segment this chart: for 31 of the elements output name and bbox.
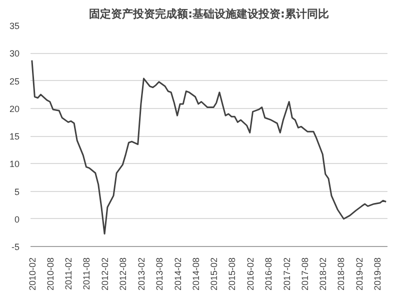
y-tick-label: 25 bbox=[9, 76, 20, 86]
x-tick-label: 2019-08 bbox=[372, 258, 382, 291]
x-tick-label: 2019-02 bbox=[354, 258, 364, 291]
x-tick-label: 2018-08 bbox=[336, 258, 346, 291]
x-tick-label: 2014-08 bbox=[190, 258, 201, 291]
x-tick-label: 2013-02 bbox=[136, 258, 146, 291]
x-tick-label: 2011-02 bbox=[64, 257, 74, 290]
y-tick-label: 15 bbox=[9, 132, 20, 142]
y-tick-label: 5 bbox=[14, 186, 20, 197]
x-tick-label: 2012-02 bbox=[100, 258, 110, 291]
y-tick-label: 20 bbox=[9, 104, 20, 114]
x-tick-label: 2017-02 bbox=[282, 258, 292, 291]
x-tick-label: 2015-08 bbox=[227, 258, 238, 291]
x-tick-label: 2012-08 bbox=[118, 258, 128, 291]
x-tick-label: 2011-08 bbox=[82, 257, 92, 290]
line-series bbox=[31, 60, 387, 235]
x-tick-label: 2016-02 bbox=[245, 258, 256, 291]
x-tick-label: 2016-08 bbox=[263, 258, 274, 291]
y-tick-label: -5 bbox=[12, 242, 20, 252]
x-tick-label: 2014-02 bbox=[172, 258, 183, 291]
y-tick-label: 30 bbox=[9, 48, 20, 59]
chart-title: 固定资产投资完成额:基础设施建设投资:累计同比 bbox=[89, 8, 329, 20]
x-tick-label: 2017-08 bbox=[300, 258, 310, 291]
x-tick-label: 2015-02 bbox=[209, 258, 220, 291]
y-tick-label: 0 bbox=[14, 214, 20, 224]
x-tick-label: 2010-02 bbox=[27, 258, 38, 291]
y-tick-label: 35 bbox=[9, 21, 20, 31]
x-tick-label: 2010-08 bbox=[45, 258, 56, 291]
x-tick-label: 2013-08 bbox=[154, 258, 164, 291]
y-tick-label: 10 bbox=[9, 159, 20, 170]
x-tick-label: 2018-02 bbox=[318, 258, 328, 291]
